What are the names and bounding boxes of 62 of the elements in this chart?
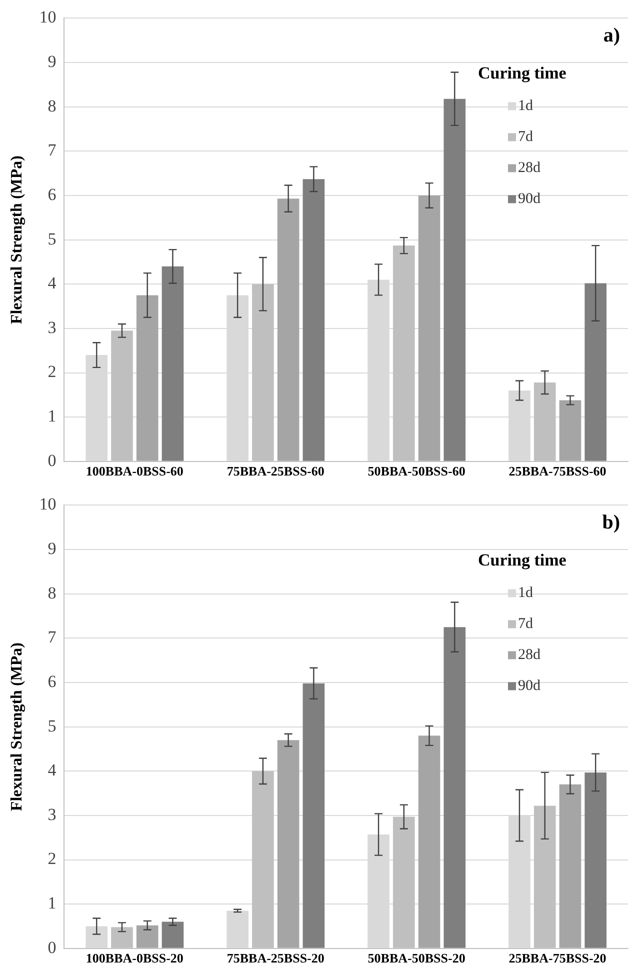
bar xyxy=(162,922,184,948)
y-tick-label: 4 xyxy=(48,274,57,293)
y-tick-label: 0 xyxy=(48,450,56,470)
x-tick-label: 75BBA-25BSS-60 xyxy=(226,464,324,479)
bar xyxy=(277,198,300,461)
y-axis-title: Flexural Strength (MPa) xyxy=(8,642,26,812)
bar xyxy=(302,683,325,948)
y-axis-title: Flexural Strength (MPa) xyxy=(8,156,26,324)
bar xyxy=(444,98,466,461)
y-tick-label: 0 xyxy=(48,938,56,957)
y-tick-label: 6 xyxy=(48,184,56,204)
bar xyxy=(444,627,466,948)
bar xyxy=(226,910,248,948)
bar xyxy=(418,195,440,461)
y-tick-label: 8 xyxy=(48,583,56,602)
legend-label: 1d xyxy=(518,98,534,114)
x-tick-label: 50BBA-50BSS-20 xyxy=(368,950,466,966)
legend-label: 7d xyxy=(518,616,534,632)
bar xyxy=(559,400,582,461)
y-tick-label: 2 xyxy=(48,849,56,868)
legend-label: 90d xyxy=(518,191,541,208)
y-tick-label: 7 xyxy=(48,628,57,647)
x-tick-label: 25BBA-75BSS-60 xyxy=(508,464,606,479)
bar xyxy=(162,266,184,461)
bar xyxy=(584,772,606,948)
bar xyxy=(277,740,300,948)
y-tick-label: 3 xyxy=(48,804,56,824)
x-tick-label: 75BBA-25BSS-20 xyxy=(226,950,324,966)
bar xyxy=(136,925,158,948)
y-tick-label: 8 xyxy=(48,96,56,116)
y-tick-label: 3 xyxy=(48,318,56,337)
legend-label: 90d xyxy=(518,678,541,694)
bar xyxy=(86,926,108,948)
x-tick-label: 100BBA-0BSS-20 xyxy=(86,950,184,966)
legend-label: 1d xyxy=(518,585,534,602)
y-tick-label: 2 xyxy=(48,362,56,382)
legend-title: Curing time xyxy=(478,64,567,83)
annotation: a) xyxy=(603,24,620,46)
y-tick-label: 1 xyxy=(48,406,56,426)
x-tick-label: 50BBA-50BSS-60 xyxy=(368,464,466,479)
y-tick-label: 5 xyxy=(48,229,56,248)
y-tick-label: 6 xyxy=(48,672,56,691)
legend-label: 28d xyxy=(518,647,541,664)
legend-label: 28d xyxy=(518,160,541,176)
y-tick-label: 9 xyxy=(48,52,56,71)
x-tick-label: 100BBA-0BSS-60 xyxy=(86,464,184,479)
bar xyxy=(559,784,582,948)
y-tick-label: 4 xyxy=(48,760,57,780)
annotation: b) xyxy=(602,511,620,534)
bar xyxy=(136,295,158,461)
y-tick-label: 7 xyxy=(48,140,57,160)
y-tick-label: 1 xyxy=(48,894,56,913)
x-tick-label: 25BBA-75BSS-20 xyxy=(508,950,606,966)
y-tick-label: 5 xyxy=(48,716,56,736)
bar xyxy=(584,283,606,461)
bar xyxy=(418,736,440,948)
bar xyxy=(302,179,325,461)
legend-title: Curing time xyxy=(478,550,567,570)
legend-label: 7d xyxy=(518,129,534,146)
y-tick-label: 10 xyxy=(39,8,56,27)
y-tick-label: 9 xyxy=(48,538,56,558)
y-tick-label: 10 xyxy=(39,494,56,514)
